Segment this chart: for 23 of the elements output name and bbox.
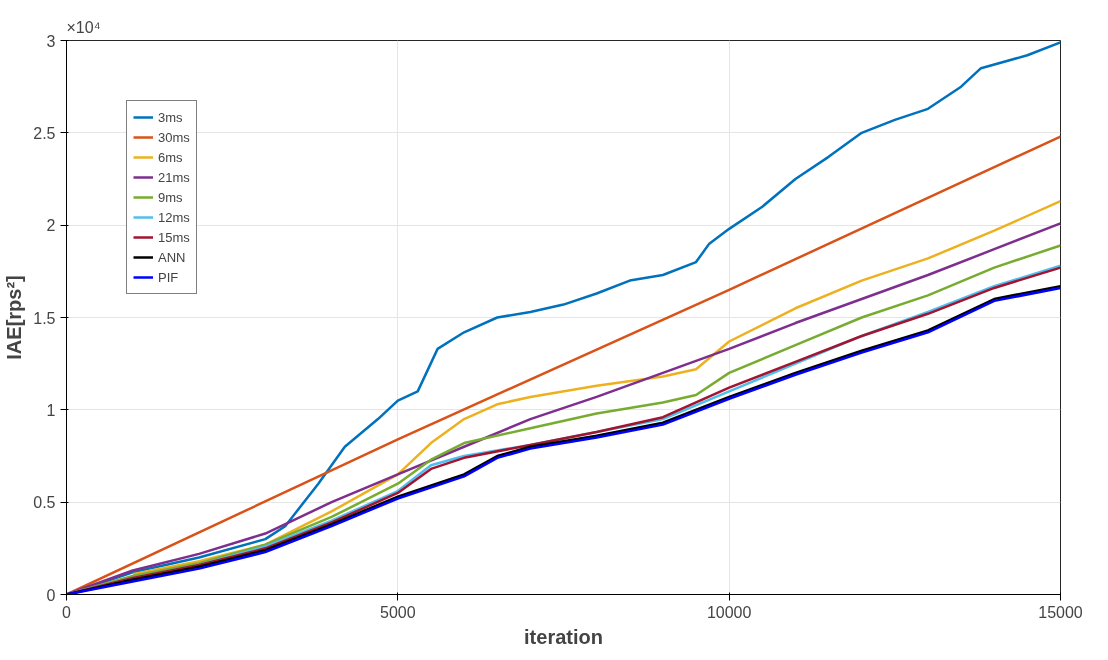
legend-label: 3ms [158, 109, 183, 125]
y-tick-label: 1.5 [33, 309, 56, 327]
y-tick-label: 2.5 [33, 124, 56, 142]
y-tick-label: 1 [46, 401, 56, 419]
y-tick-label: 0.5 [33, 494, 56, 512]
legend-label: 9ms [158, 189, 183, 205]
y-axis-title: IAE[rps²] [3, 275, 26, 360]
legend-label: 30ms [158, 129, 190, 145]
x-tick-label: 10000 [706, 603, 752, 621]
x-tick-label: 0 [62, 603, 72, 621]
legend-label: PIF [158, 269, 179, 285]
y-tick-label: 3 [46, 32, 56, 50]
x-tick-label: 15000 [1038, 603, 1083, 621]
legend-label: ANN [158, 249, 186, 265]
x-tick-label: 5000 [380, 603, 416, 621]
legend-label: 12ms [158, 209, 190, 225]
y-tick-label: 2 [46, 217, 56, 235]
legend-label: 21ms [158, 169, 190, 185]
y-tick-label: 0 [46, 586, 56, 604]
legend-label: 15ms [158, 229, 190, 245]
text: ×10⁴ [66, 18, 101, 36]
legend-label: 6ms [158, 149, 183, 165]
x-axis-title: iteration [524, 625, 603, 648]
